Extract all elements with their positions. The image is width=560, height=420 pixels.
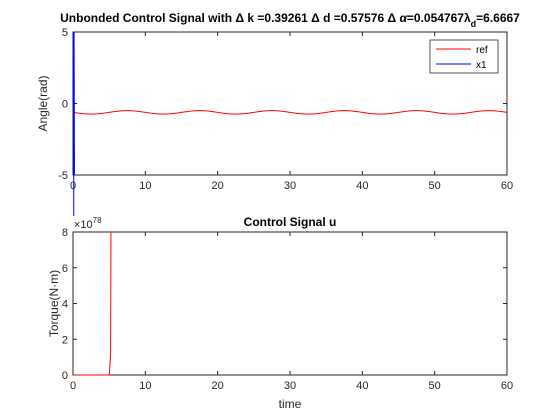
bottom-xtick-label: 40 <box>356 380 368 392</box>
bottom-exponent: ×1078 <box>74 216 102 231</box>
bottom-exponent-power: 78 <box>93 216 102 225</box>
top-xtick-label: 60 <box>501 180 513 192</box>
bottom-xtick-label: 20 <box>212 380 224 392</box>
top-title-alpha-val: =0.054767 <box>407 11 464 25</box>
bottom-ytick-label: 6 <box>62 263 68 275</box>
bottom-series-u <box>73 231 112 376</box>
top-ytick-label: 5 <box>62 27 68 39</box>
top-title-delta-d: Δ <box>311 11 320 25</box>
legend-box <box>429 39 499 74</box>
top-xtick-label: 30 <box>284 180 296 192</box>
top-ytick-label: 0 <box>62 99 68 111</box>
bottom-plot-area <box>72 231 508 376</box>
top-title-d: d =0.57576 <box>320 11 388 25</box>
bottom-title: Control Signal u <box>244 215 337 229</box>
top-ticks: 0 10 20 30 40 50 60-505 <box>58 27 513 192</box>
bottom-ytick-label: 8 <box>62 227 68 239</box>
top-xtick-label: 20 <box>212 180 224 192</box>
top-title-alpha: α <box>396 11 407 25</box>
top-xtick-label: 50 <box>429 180 441 192</box>
top-title-lambda-val: =6.6667 <box>476 11 520 25</box>
top-xtick-label: 0 <box>70 180 76 192</box>
bottom-ytick-label: 0 <box>62 370 68 382</box>
top-title-prefix: Unbonded Control Signal with <box>60 11 235 25</box>
bottom-ylabel: Torque(N·m) <box>47 270 61 337</box>
top-title-sub: d <box>471 19 477 29</box>
bottom-ytick-label: 4 <box>62 299 68 311</box>
top-series-ref <box>72 110 508 115</box>
bottom-exponent-base: ×10 <box>74 219 93 231</box>
top-title: Unbonded Control Signal with Δ k =0.3926… <box>60 11 520 29</box>
bottom-xtick-label: 50 <box>429 380 441 392</box>
top-title-delta-alpha: Δ <box>387 11 396 25</box>
bottom-xlabel: time <box>279 397 302 411</box>
bottom-ytick-label: 2 <box>62 334 68 346</box>
top-ytick-label: -5 <box>58 170 68 182</box>
bottom-xtick-label: 30 <box>284 380 296 392</box>
bottom-ticks: 0 10 20 30 40 50 60 0 2 4 6 8 <box>62 227 513 392</box>
top-title-k: k =0.39261 <box>244 11 311 25</box>
bottom-series <box>73 231 112 376</box>
top-title-delta-k: Δ <box>235 11 244 25</box>
bottom-xtick-label: 10 <box>139 380 151 392</box>
top-xtick-label: 40 <box>356 180 368 192</box>
legend-label-x1: x1 <box>476 60 487 71</box>
bottom-xtick-label: 60 <box>501 380 513 392</box>
top-series <box>72 31 508 216</box>
top-ylabel: Angle(rad) <box>36 75 50 131</box>
legend-label-ref: ref <box>476 45 488 56</box>
top-title-lambda: λ <box>464 11 471 25</box>
top-legend: ref x1 <box>429 39 499 74</box>
bottom-xtick-label: 0 <box>70 380 76 392</box>
top-xtick-label: 10 <box>139 180 151 192</box>
